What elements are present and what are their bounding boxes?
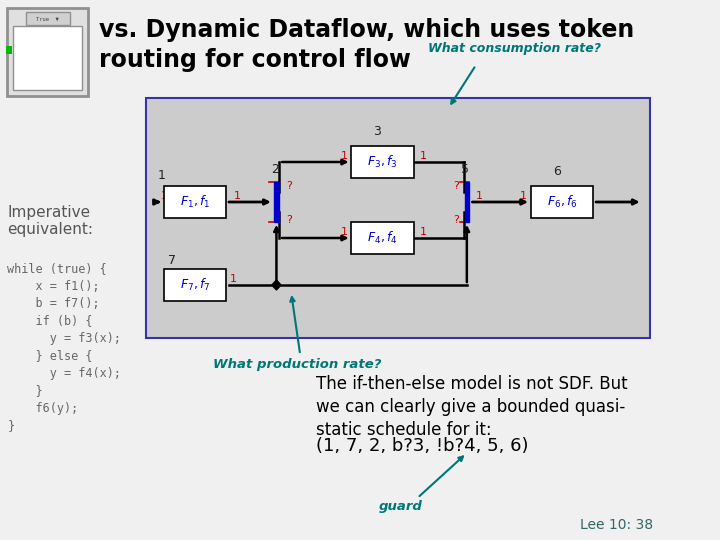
Text: 1: 1 — [341, 227, 348, 237]
Text: 3: 3 — [374, 125, 382, 138]
FancyBboxPatch shape — [13, 26, 82, 90]
Text: $F_1, f_1$: $F_1, f_1$ — [180, 194, 210, 210]
Text: ?: ? — [453, 181, 459, 191]
Text: vs. Dynamic Dataflow, which uses token: vs. Dynamic Dataflow, which uses token — [99, 18, 634, 42]
Text: 1: 1 — [341, 151, 348, 161]
Text: 1: 1 — [419, 151, 426, 161]
Text: (1, 7, 2, b?3, !b?4, 5, 6): (1, 7, 2, b?3, !b?4, 5, 6) — [316, 437, 528, 455]
FancyBboxPatch shape — [26, 12, 70, 25]
Text: 5: 5 — [462, 163, 469, 176]
FancyBboxPatch shape — [351, 146, 414, 178]
FancyBboxPatch shape — [146, 98, 650, 338]
Text: $F_7, f_7$: $F_7, f_7$ — [179, 277, 210, 293]
FancyBboxPatch shape — [6, 46, 12, 54]
Text: 1: 1 — [161, 191, 168, 201]
Text: ?: ? — [287, 215, 292, 225]
Text: 1: 1 — [158, 169, 166, 182]
Text: ?: ? — [287, 181, 292, 191]
Text: 7: 7 — [168, 254, 176, 267]
Text: True  ▼: True ▼ — [36, 17, 59, 22]
FancyBboxPatch shape — [274, 182, 279, 222]
FancyBboxPatch shape — [531, 186, 593, 218]
Text: 4: 4 — [374, 243, 382, 256]
FancyBboxPatch shape — [164, 186, 226, 218]
Text: Imperative
equivalent:: Imperative equivalent: — [7, 205, 94, 238]
Polygon shape — [272, 280, 281, 290]
FancyBboxPatch shape — [164, 269, 226, 301]
Text: 6: 6 — [553, 165, 561, 178]
FancyBboxPatch shape — [351, 222, 414, 254]
Text: 1: 1 — [233, 191, 240, 201]
Text: 1: 1 — [419, 227, 426, 237]
Text: guard: guard — [379, 500, 423, 513]
Text: $F_4, f_4$: $F_4, f_4$ — [367, 230, 398, 246]
Text: routing for control flow: routing for control flow — [99, 48, 410, 72]
Text: while (true) {
    x = f1();
    b = f7();
    if (b) {
      y = f3(x);
    } e: while (true) { x = f1(); b = f7(); if (b… — [7, 262, 122, 433]
Text: $F_6, f_6$: $F_6, f_6$ — [546, 194, 577, 210]
Text: What consumption rate?: What consumption rate? — [428, 42, 601, 55]
Text: What production rate?: What production rate? — [213, 358, 382, 371]
FancyBboxPatch shape — [464, 182, 469, 222]
Text: 1: 1 — [476, 191, 483, 201]
Text: 1: 1 — [230, 274, 237, 284]
Text: ?: ? — [453, 215, 459, 225]
Text: 1: 1 — [520, 191, 527, 201]
Text: $F_3, f_3$: $F_3, f_3$ — [367, 154, 398, 170]
Text: Lee 10: 38: Lee 10: 38 — [580, 518, 654, 532]
Text: 2: 2 — [271, 163, 279, 176]
Text: The if-then-else model is not SDF. But
we can clearly give a bounded quasi-
stat: The if-then-else model is not SDF. But w… — [316, 375, 627, 439]
FancyBboxPatch shape — [7, 8, 88, 96]
